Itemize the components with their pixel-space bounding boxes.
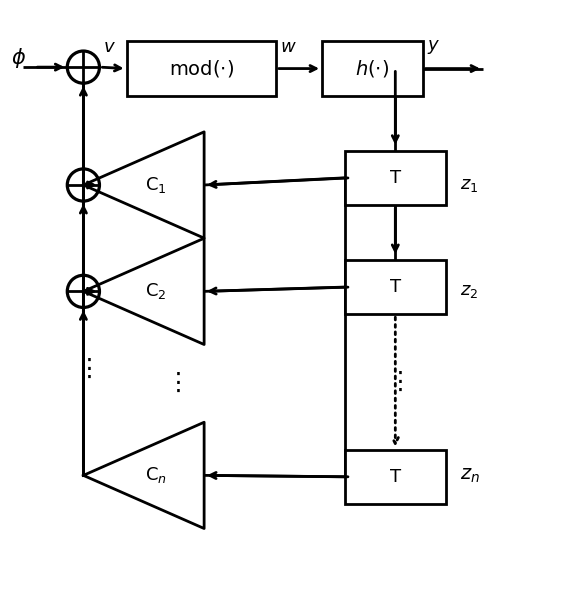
Text: T: T [390, 468, 401, 486]
Text: C$_2$: C$_2$ [145, 281, 167, 301]
FancyBboxPatch shape [345, 151, 446, 205]
Text: $\vdots$: $\vdots$ [164, 371, 181, 395]
Text: $\phi$: $\phi$ [11, 46, 26, 70]
Text: $\vdots$: $\vdots$ [75, 356, 91, 380]
Text: $z_1$: $z_1$ [460, 176, 478, 194]
Text: C$_n$: C$_n$ [145, 466, 167, 485]
Text: mod($\cdot$): mod($\cdot$) [168, 58, 234, 79]
Text: $z_2$: $z_2$ [460, 283, 478, 301]
FancyBboxPatch shape [126, 41, 276, 96]
Text: $v$: $v$ [103, 38, 116, 56]
Text: $h(\cdot)$: $h(\cdot)$ [355, 58, 389, 79]
Text: $z_n$: $z_n$ [460, 466, 480, 485]
FancyBboxPatch shape [345, 449, 446, 504]
Text: $w$: $w$ [280, 38, 297, 56]
Text: $\vdots$: $\vdots$ [388, 370, 403, 394]
FancyBboxPatch shape [345, 260, 446, 314]
Text: C$_1$: C$_1$ [145, 175, 167, 195]
Text: T: T [390, 278, 401, 296]
FancyBboxPatch shape [322, 41, 423, 96]
Text: T: T [390, 169, 401, 187]
Text: $y$: $y$ [427, 38, 441, 56]
